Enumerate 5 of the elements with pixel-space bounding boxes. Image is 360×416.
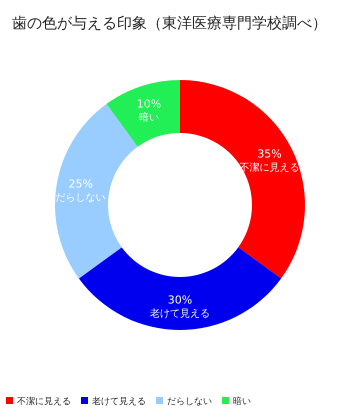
legend-label: 不潔に見える <box>17 396 71 407</box>
legend-label: 老けて見える <box>92 396 146 407</box>
legend-label: だらしない <box>167 397 212 407</box>
legend-label: 暗い <box>233 396 251 407</box>
title: 歯の色が与える印象（東洋医療専門学校調べ） <box>12 14 327 32</box>
